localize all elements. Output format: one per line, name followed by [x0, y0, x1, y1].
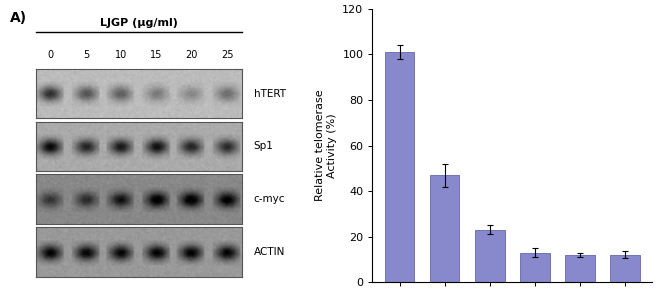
Text: c-myc: c-myc: [254, 194, 285, 204]
Text: ACTIN: ACTIN: [254, 247, 285, 257]
Bar: [475, 230, 505, 282]
Text: 25: 25: [221, 50, 233, 60]
Bar: [520, 253, 550, 282]
Text: A): A): [9, 11, 26, 26]
Bar: [565, 255, 594, 282]
Text: 0: 0: [47, 50, 54, 60]
Bar: [610, 255, 640, 282]
Text: 10: 10: [115, 50, 127, 60]
Bar: [385, 52, 415, 282]
Text: 20: 20: [186, 50, 198, 60]
Text: B): B): [311, 0, 328, 1]
Text: Sp1: Sp1: [254, 141, 273, 151]
Text: 15: 15: [150, 50, 163, 60]
Y-axis label: Relative telomerase
Activity (%): Relative telomerase Activity (%): [315, 90, 337, 201]
Text: LJGP (μg/ml): LJGP (μg/ml): [100, 18, 178, 28]
Text: 5: 5: [83, 50, 89, 60]
Bar: [430, 175, 459, 282]
Text: hTERT: hTERT: [254, 89, 285, 99]
